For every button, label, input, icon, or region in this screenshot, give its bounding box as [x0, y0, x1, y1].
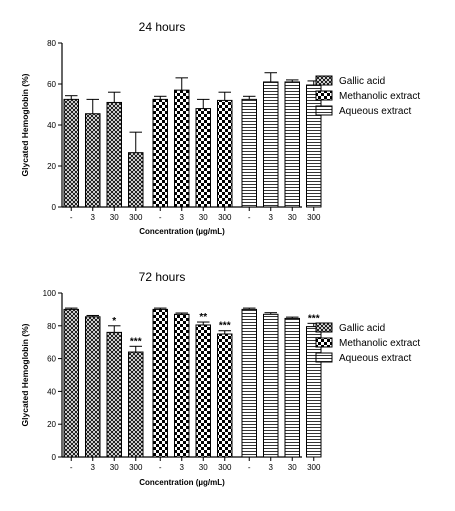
bar: [241, 308, 257, 458]
legend-swatch: [315, 90, 333, 101]
legend-swatch: [315, 75, 333, 86]
bar: [128, 152, 144, 208]
y-tick-label: 0: [52, 203, 57, 212]
chart-panel-72-hours: 72 hours 0 20 40 60 80 100 Glycated Hemoglobin …: [20, 270, 420, 487]
x-tick-label: 3: [91, 213, 96, 222]
legend-label: Gallic acid: [339, 76, 385, 87]
chart-title: 72 hours: [139, 270, 186, 284]
y-axis-label: Glycated Hemoglobin (%): [20, 73, 30, 176]
y-tick-label: 60: [47, 80, 56, 89]
significance-label: *: [112, 316, 116, 327]
x-tick-label: 300: [129, 213, 143, 222]
x-tick-label: 3: [269, 463, 274, 472]
legend-label: Aqueous extract: [339, 353, 411, 364]
x-tick-label: 300: [307, 463, 321, 472]
legend-swatch: [315, 322, 333, 333]
chart-title: 24 hours: [139, 20, 186, 34]
bar: [85, 316, 101, 458]
x-tick-label: 30: [110, 463, 119, 472]
legend-swatch: [315, 352, 333, 363]
bar: [195, 324, 211, 458]
chart-panel-24-hours: 24 hours 0 20 40 60 80 Glycated Hemoglobin (%)…: [20, 20, 420, 236]
x-tick-label: -: [159, 463, 162, 472]
x-tick-label: 300: [218, 213, 232, 222]
bar: [63, 98, 79, 208]
bar: [128, 351, 144, 458]
significance-label: ***: [219, 321, 231, 332]
bar: [217, 99, 233, 208]
x-tick-label: 3: [91, 463, 96, 472]
bar: [263, 81, 279, 208]
bar: [106, 101, 122, 208]
y-tick-label: 0: [52, 453, 57, 462]
x-tick-label: 30: [199, 463, 208, 472]
x-tick-label: 300: [307, 213, 321, 222]
legend-swatch: [315, 105, 333, 116]
significance-label: ***: [130, 336, 142, 347]
legend-label: Aqueous extract: [339, 106, 411, 117]
x-tick-label: -: [159, 213, 162, 222]
bar: [263, 313, 279, 458]
bar: [284, 317, 300, 458]
bar: [284, 81, 300, 208]
bar: [85, 113, 101, 208]
bar: [241, 98, 257, 208]
x-tick-label: 3: [269, 213, 274, 222]
x-tick-label: 30: [288, 463, 297, 472]
bar: [152, 98, 168, 208]
y-tick-label: 60: [47, 355, 56, 364]
x-tick-label: 3: [180, 463, 185, 472]
x-axis-label: Concentration (µg/mL): [139, 227, 225, 236]
x-tick-label: -: [70, 213, 73, 222]
y-tick-label: 20: [47, 420, 56, 429]
y-tick-label: 20: [47, 162, 56, 171]
x-tick-label: 30: [288, 213, 297, 222]
legend-label: Methanolic extract: [339, 338, 420, 349]
significance-label: **: [199, 312, 207, 323]
bar: [174, 313, 190, 458]
x-tick-label: 30: [110, 213, 119, 222]
bar: [306, 84, 322, 208]
x-tick-label: -: [248, 463, 251, 472]
legend-label: Gallic acid: [339, 323, 385, 334]
x-tick-label: 300: [218, 463, 232, 472]
y-axis-label: Glycated Hemoglobin (%): [20, 323, 30, 426]
bar: [152, 308, 168, 458]
x-tick-label: 3: [180, 213, 185, 222]
y-tick-label: 80: [47, 322, 56, 331]
x-tick-label: -: [248, 213, 251, 222]
legend-label: Methanolic extract: [339, 91, 420, 102]
bar: [195, 108, 211, 208]
bar: [63, 308, 79, 458]
legend-swatch: [315, 337, 333, 348]
y-tick-label: 80: [47, 39, 56, 48]
bar: [217, 333, 233, 458]
x-tick-label: 30: [199, 213, 208, 222]
y-tick-label: 40: [47, 387, 56, 396]
x-axis-label: Concentration (µg/mL): [139, 478, 225, 487]
significance-label: ***: [308, 313, 320, 324]
x-tick-label: -: [70, 463, 73, 472]
y-tick-label: 40: [47, 121, 56, 130]
bar: [174, 89, 190, 208]
x-tick-label: 300: [129, 463, 143, 472]
y-tick-label: 100: [43, 289, 57, 298]
bar: [106, 331, 122, 458]
